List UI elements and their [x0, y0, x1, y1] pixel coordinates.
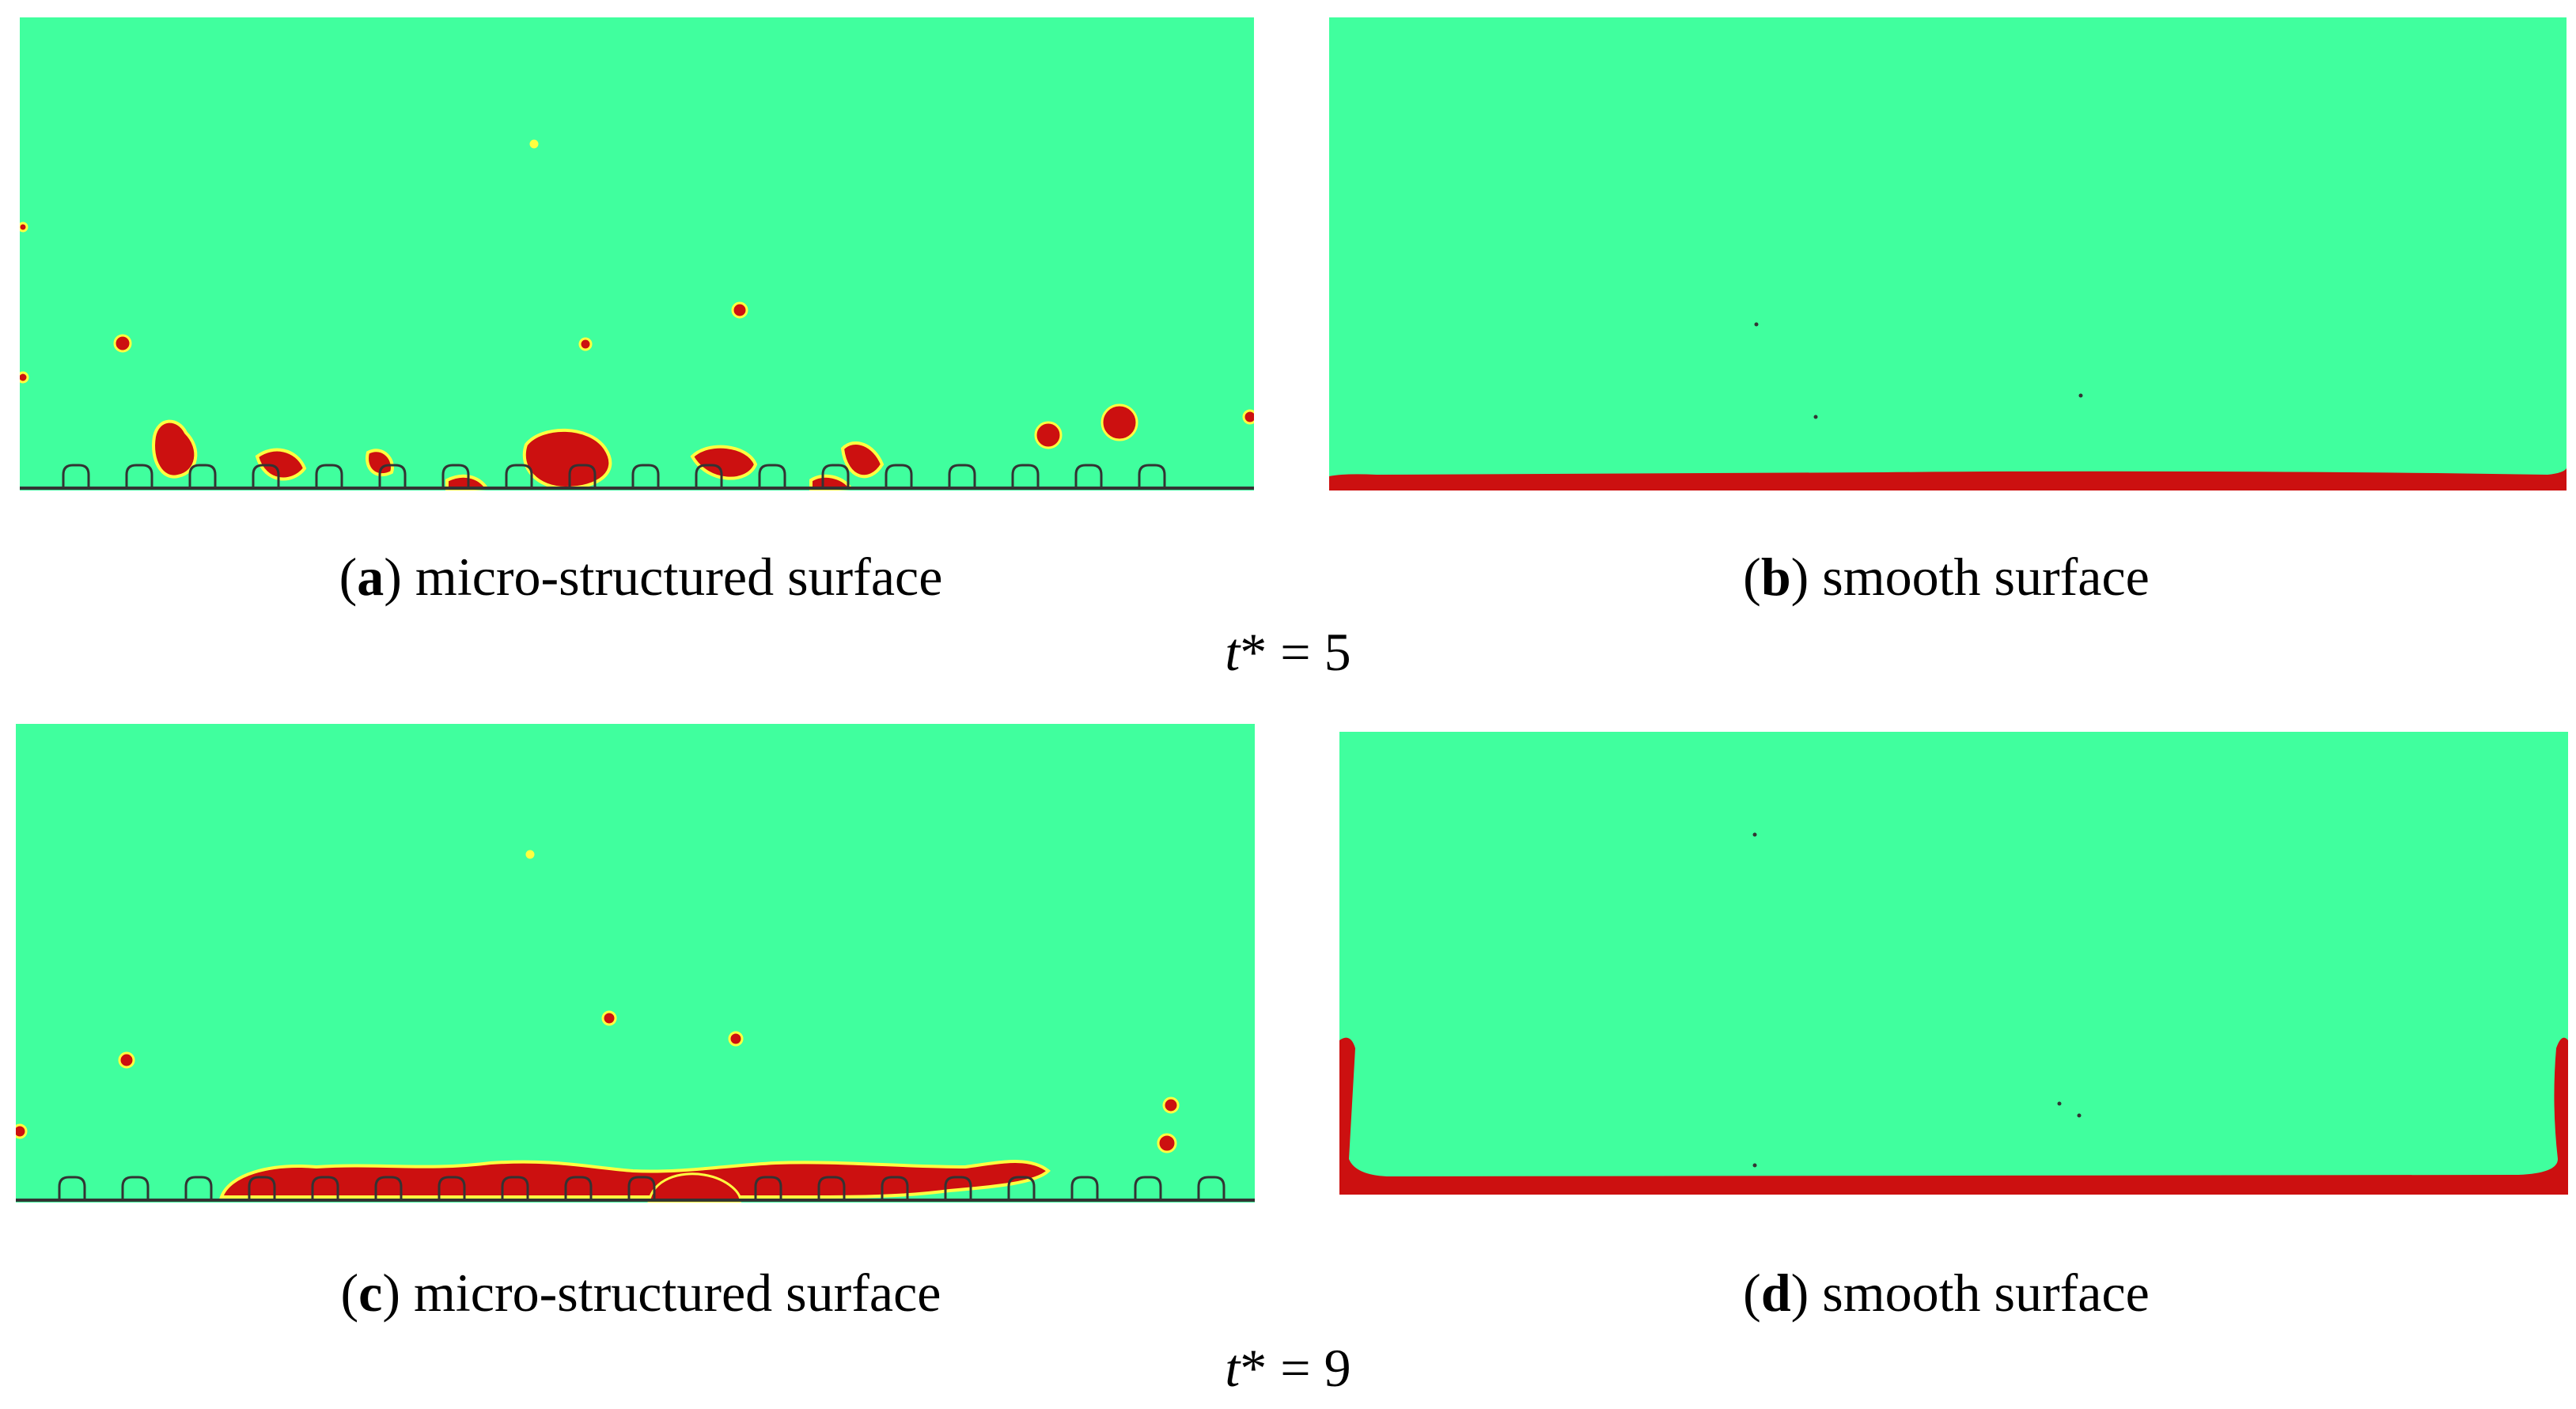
caption-text-a: micro-structured surface — [401, 547, 943, 607]
time-label-1: t* = 5 — [0, 621, 2576, 684]
caption-letter-c: c — [358, 1263, 383, 1323]
caption-panel-c: (c) micro-structured surface — [340, 1263, 941, 1323]
caption-panel-b: (b) smooth surface — [1743, 547, 2150, 607]
droplets-a — [20, 139, 1254, 449]
micro-posts-c — [58, 1176, 1225, 1199]
time-label-2: t* = 9 — [0, 1337, 2576, 1400]
specks-d — [1752, 832, 2082, 1168]
time-symbol-1: t — [1225, 622, 1241, 682]
specks-b — [1754, 322, 2083, 419]
panel-b-plot — [1329, 322, 2567, 490]
caption-letter-d: d — [1760, 1263, 1791, 1323]
time-value-2: * = 9 — [1240, 1338, 1351, 1398]
caption-text-b: smooth surface — [1809, 547, 2150, 607]
caption-letter-b: b — [1760, 547, 1791, 607]
liquid-clusters-a — [152, 419, 885, 490]
liquid-blob-c — [647, 1172, 742, 1203]
micro-posts-a — [62, 464, 1166, 487]
time-value-1: * = 5 — [1240, 622, 1351, 682]
panel-c-plot — [16, 850, 1255, 1203]
panel-c-contour — [16, 724, 1255, 1203]
caption-letter-a: a — [357, 547, 385, 607]
liquid-band-c — [219, 1160, 1051, 1199]
caption-text-c: micro-structured surface — [400, 1263, 941, 1323]
droplets-c — [16, 850, 1180, 1153]
caption-panel-d: (d) smooth surface — [1743, 1263, 2150, 1323]
caption-panel-a: (a) micro-structured surface — [339, 547, 943, 607]
panel-a-contour — [20, 17, 1254, 490]
panel-d-contour — [1339, 732, 2568, 1195]
panel-b-contour — [1329, 17, 2567, 490]
panel-a-plot — [20, 139, 1254, 490]
liquid-film-b — [1329, 468, 2567, 490]
panel-d-plot — [1339, 832, 2568, 1195]
time-symbol-2: t — [1225, 1338, 1241, 1398]
liquid-film-d — [1339, 1037, 2568, 1195]
caption-text-d: smooth surface — [1809, 1263, 2150, 1323]
